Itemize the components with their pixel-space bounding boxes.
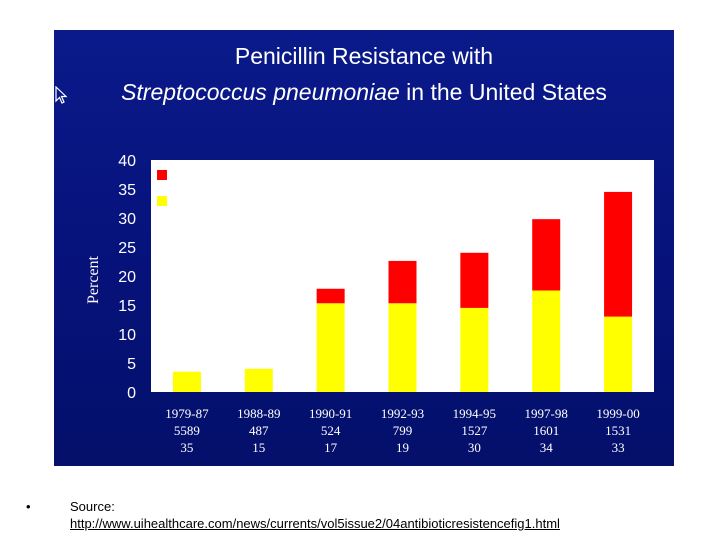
bar-intermediate-1994-95 <box>460 307 489 392</box>
chart-title-line-2: Streptococcus pneumoniae in the United S… <box>54 78 674 106</box>
bar-resistant-1994-95 <box>460 252 489 308</box>
bar-resistant-1997-98 <box>532 219 561 291</box>
x-tick-sub-label-2: 15 <box>252 440 265 455</box>
x-tick-label: 1997-98 <box>525 406 568 421</box>
x-tick-sub-label-2: 35 <box>180 440 193 455</box>
bar-intermediate-1992-93 <box>388 303 417 392</box>
x-tick-sub-label-1: 487 <box>249 423 269 438</box>
x-tick-label: 1992-93 <box>381 406 424 421</box>
bar-resistant-1990-91 <box>316 288 345 304</box>
x-tick-label: 1999-00 <box>596 406 639 421</box>
x-tick-label: 1988-89 <box>237 406 280 421</box>
legend: Resistant (MICs >2) Intermediate (MICs 0… <box>157 169 335 212</box>
chart-area: 0 5 10 15 20 25 30 35 40 Percent 1979-87 5589 35 19… <box>85 153 654 455</box>
y-tick-label: 5 <box>127 356 136 373</box>
legend-swatch-resistant <box>157 170 167 180</box>
x-tick-sub-label-2: 34 <box>540 440 554 455</box>
x-tick-sub-label-2: 19 <box>396 440 409 455</box>
y-tick-label: 40 <box>118 153 136 170</box>
x-tick-sub-label-1: 799 <box>393 423 413 438</box>
footer-bullet: • <box>26 499 31 514</box>
y-tick-label: 0 <box>127 385 136 402</box>
x-tick-sub-label-1: 524 <box>321 423 341 438</box>
legend-label-resistant: Resistant (MICs >2) <box>175 169 294 186</box>
y-tick-label: 10 <box>118 327 136 344</box>
x-tick-label: 1990-91 <box>309 406 352 421</box>
bar-intermediate-1988-89 <box>244 368 273 392</box>
source-link[interactable]: http://www.uihealthcare.com/news/current… <box>70 516 560 531</box>
x-tick-sub-label-2: 30 <box>468 440 481 455</box>
bar-intermediate-1999-00 <box>604 316 633 392</box>
x-tick-sub-label-2: 33 <box>612 440 625 455</box>
x-tick-sub-label-1: 1601 <box>533 423 559 438</box>
x-tick-label: 1979-87 <box>165 406 209 421</box>
source-label: Source: <box>70 499 115 514</box>
bar-resistant-1999-00 <box>604 191 633 317</box>
chart-title-organism: Streptococcus pneumoniae <box>121 79 400 105</box>
chart-title-line-1: Penicillin Resistance with <box>234 43 494 69</box>
y-tick-label: 15 <box>118 298 136 315</box>
cursor-pointer-icon <box>55 86 68 104</box>
y-tick-label: 20 <box>118 269 136 286</box>
bar-intermediate-1997-98 <box>532 290 561 392</box>
y-tick-label: 30 <box>118 211 136 228</box>
slide-panel: Penicillin Resistance with Streptococcus… <box>54 30 674 466</box>
footer-text: Source: http://www.uihealthcare.com/news… <box>70 498 720 532</box>
x-tick-sub-label-2: 17 <box>324 440 338 455</box>
y-axis-label: Percent <box>85 255 102 304</box>
chart-title-rest: in the United States <box>399 79 607 105</box>
legend-label-intermediate: Intermediate (MICs 0.12-1) <box>175 195 335 212</box>
bar-intermediate-1990-91 <box>316 303 345 392</box>
x-tick-sub-label-1: 1527 <box>461 423 488 438</box>
x-tick-sub-label-1: 1531 <box>605 423 631 438</box>
y-tick-label: 35 <box>118 182 136 199</box>
bar-resistant-1992-93 <box>388 260 417 304</box>
x-tick-sub-label-1: 5589 <box>174 423 200 438</box>
legend-swatch-intermediate <box>157 196 167 206</box>
y-tick-label: 25 <box>118 240 136 257</box>
bar-intermediate-1979-87 <box>172 371 201 392</box>
x-tick-label: 1994-95 <box>453 406 496 421</box>
